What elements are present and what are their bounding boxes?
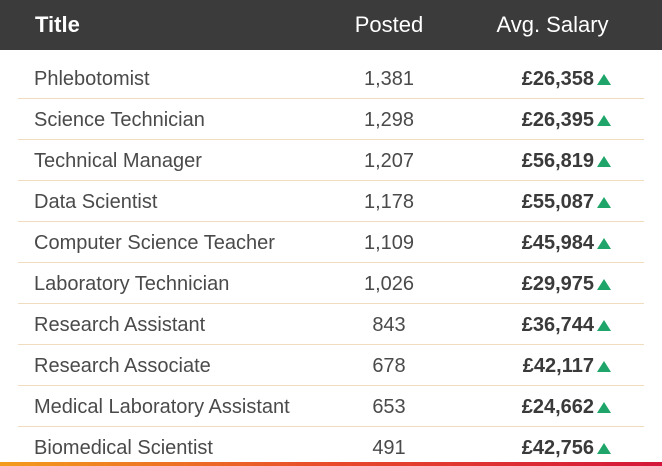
up-arrow-icon <box>597 402 611 413</box>
job-title: Data Scientist <box>34 191 158 213</box>
table-row[interactable]: Research Assistant 843 £36,744 <box>18 304 644 345</box>
table-body: Phlebotomist 1,381 £26,358 Science Technici… <box>0 58 662 466</box>
table-row[interactable]: Computer Science Teacher 1,109 £45,984 <box>18 222 644 263</box>
avg-salary: £45,984 <box>521 232 594 254</box>
table-row[interactable]: Medical Laboratory Assistant 653 £24,662 <box>18 386 644 427</box>
avg-salary: £36,744 <box>521 314 594 336</box>
table-row[interactable]: Phlebotomist 1,381 £26,358 <box>18 58 644 99</box>
posted-count: 1,109 <box>363 232 415 254</box>
avg-salary: £42,117 <box>522 355 594 377</box>
up-arrow-icon <box>597 238 611 249</box>
avg-salary: £55,087 <box>521 191 594 213</box>
job-title: Biomedical Scientist <box>34 437 213 459</box>
job-title: Phlebotomist <box>34 68 150 90</box>
up-arrow-icon <box>597 197 611 208</box>
posted-count: 1,207 <box>363 150 415 172</box>
table-row[interactable]: Science Technician 1,298 £26,395 <box>18 99 644 140</box>
up-arrow-icon <box>597 156 611 167</box>
avg-salary: £24,662 <box>521 396 594 418</box>
table-row[interactable]: Data Scientist 1,178 £55,087 <box>18 181 644 222</box>
up-arrow-icon <box>597 279 611 290</box>
posted-count: 1,026 <box>363 273 415 295</box>
avg-salary: £26,358 <box>521 68 594 90</box>
posted-count: 843 <box>372 314 406 336</box>
posted-count: 678 <box>372 355 406 377</box>
table-row[interactable]: Technical Manager 1,207 £56,819 <box>18 140 644 181</box>
avg-salary: £29,975 <box>521 273 594 295</box>
accent-bar <box>0 462 662 466</box>
job-title: Science Technician <box>34 109 205 131</box>
job-title: Medical Laboratory Assistant <box>34 396 290 418</box>
job-title: Laboratory Technician <box>34 273 230 295</box>
up-arrow-icon <box>597 443 611 454</box>
up-arrow-icon <box>597 74 611 85</box>
posted-count: 1,298 <box>363 109 415 131</box>
header-salary[interactable]: Avg. Salary <box>496 12 609 37</box>
job-title: Research Assistant <box>34 314 206 336</box>
posted-count: 1,178 <box>363 191 415 213</box>
posted-count: 491 <box>372 437 406 459</box>
table-header: Title Posted Avg. Salary <box>0 0 662 50</box>
up-arrow-icon <box>597 320 611 331</box>
job-title: Technical Manager <box>34 150 202 172</box>
job-title: Research Associate <box>34 355 211 377</box>
avg-salary: £56,819 <box>521 150 594 172</box>
header-title[interactable]: Title <box>35 12 80 37</box>
avg-salary: £26,395 <box>521 109 594 131</box>
table-row[interactable]: Biomedical Scientist 491 £42,756 <box>18 427 644 466</box>
posted-count: 1,381 <box>363 68 415 90</box>
table-row[interactable]: Research Associate 678 £42,117 <box>18 345 644 386</box>
up-arrow-icon <box>597 361 611 372</box>
avg-salary: £42,756 <box>521 437 594 459</box>
table-row[interactable]: Laboratory Technician 1,026 £29,975 <box>18 263 644 304</box>
header-posted[interactable]: Posted <box>354 12 424 37</box>
posted-count: 653 <box>372 396 406 418</box>
up-arrow-icon <box>597 115 611 126</box>
job-title: Computer Science Teacher <box>34 232 275 254</box>
